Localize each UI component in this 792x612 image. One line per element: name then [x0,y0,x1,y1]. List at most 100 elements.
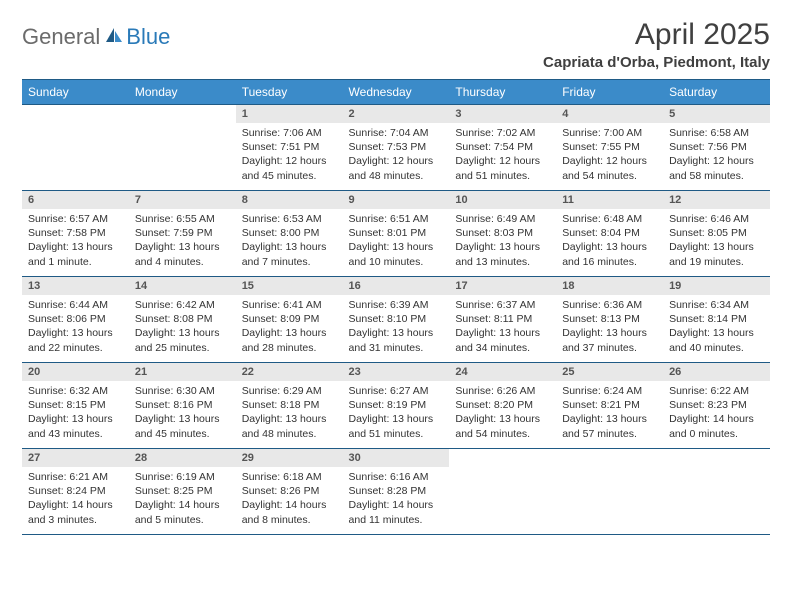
logo-text-blue: Blue [126,24,170,50]
day-info: Sunrise: 6:55 AMSunset: 7:59 PMDaylight:… [129,209,236,275]
day-number: 11 [556,191,663,209]
day-cell: 25Sunrise: 6:24 AMSunset: 8:21 PMDayligh… [556,363,663,449]
day-cell: 11Sunrise: 6:48 AMSunset: 8:04 PMDayligh… [556,191,663,277]
day-info: Sunrise: 7:04 AMSunset: 7:53 PMDaylight:… [343,123,450,189]
day-cell: 13Sunrise: 6:44 AMSunset: 8:06 PMDayligh… [22,277,129,363]
day-number: 28 [129,449,236,467]
day-cell: 27Sunrise: 6:21 AMSunset: 8:24 PMDayligh… [22,449,129,535]
day-info: Sunrise: 6:27 AMSunset: 8:19 PMDaylight:… [343,381,450,447]
day-info: Sunrise: 6:58 AMSunset: 7:56 PMDaylight:… [663,123,770,189]
calendar-row: 1Sunrise: 7:06 AMSunset: 7:51 PMDaylight… [22,105,770,191]
day-info: Sunrise: 6:29 AMSunset: 8:18 PMDaylight:… [236,381,343,447]
day-cell: 9Sunrise: 6:51 AMSunset: 8:01 PMDaylight… [343,191,450,277]
day-cell: 17Sunrise: 6:37 AMSunset: 8:11 PMDayligh… [449,277,556,363]
day-cell: 16Sunrise: 6:39 AMSunset: 8:10 PMDayligh… [343,277,450,363]
weekday-header: Wednesday [343,80,450,105]
day-number: 13 [22,277,129,295]
weekday-header-row: SundayMondayTuesdayWednesdayThursdayFrid… [22,80,770,105]
day-number: 1 [236,105,343,123]
day-info: Sunrise: 6:22 AMSunset: 8:23 PMDaylight:… [663,381,770,447]
day-info: Sunrise: 6:44 AMSunset: 8:06 PMDaylight:… [22,295,129,361]
day-number: 3 [449,105,556,123]
day-info: Sunrise: 7:06 AMSunset: 7:51 PMDaylight:… [236,123,343,189]
day-cell: 19Sunrise: 6:34 AMSunset: 8:14 PMDayligh… [663,277,770,363]
header: General Blue April 2025 Capriata d'Orba,… [22,18,770,71]
empty-cell [663,449,770,535]
day-cell: 2Sunrise: 7:04 AMSunset: 7:53 PMDaylight… [343,105,450,191]
weekday-header: Monday [129,80,236,105]
day-cell: 4Sunrise: 7:00 AMSunset: 7:55 PMDaylight… [556,105,663,191]
day-number: 12 [663,191,770,209]
day-number: 21 [129,363,236,381]
title-block: April 2025 Capriata d'Orba, Piedmont, It… [543,18,770,71]
day-cell: 5Sunrise: 6:58 AMSunset: 7:56 PMDaylight… [663,105,770,191]
day-number: 19 [663,277,770,295]
day-info: Sunrise: 6:42 AMSunset: 8:08 PMDaylight:… [129,295,236,361]
day-number: 20 [22,363,129,381]
day-info: Sunrise: 6:51 AMSunset: 8:01 PMDaylight:… [343,209,450,275]
day-cell: 8Sunrise: 6:53 AMSunset: 8:00 PMDaylight… [236,191,343,277]
day-cell: 20Sunrise: 6:32 AMSunset: 8:15 PMDayligh… [22,363,129,449]
day-number: 9 [343,191,450,209]
day-info: Sunrise: 6:21 AMSunset: 8:24 PMDaylight:… [22,467,129,533]
day-info: Sunrise: 7:00 AMSunset: 7:55 PMDaylight:… [556,123,663,189]
weekday-header: Tuesday [236,80,343,105]
weekday-header: Sunday [22,80,129,105]
day-info: Sunrise: 6:19 AMSunset: 8:25 PMDaylight:… [129,467,236,533]
day-info: Sunrise: 6:46 AMSunset: 8:05 PMDaylight:… [663,209,770,275]
day-info: Sunrise: 6:53 AMSunset: 8:00 PMDaylight:… [236,209,343,275]
day-number: 23 [343,363,450,381]
day-number: 18 [556,277,663,295]
day-number: 2 [343,105,450,123]
weekday-header: Friday [556,80,663,105]
day-info: Sunrise: 6:24 AMSunset: 8:21 PMDaylight:… [556,381,663,447]
day-cell: 22Sunrise: 6:29 AMSunset: 8:18 PMDayligh… [236,363,343,449]
day-cell: 26Sunrise: 6:22 AMSunset: 8:23 PMDayligh… [663,363,770,449]
day-cell: 24Sunrise: 6:26 AMSunset: 8:20 PMDayligh… [449,363,556,449]
calendar-row: 27Sunrise: 6:21 AMSunset: 8:24 PMDayligh… [22,449,770,535]
day-cell: 3Sunrise: 7:02 AMSunset: 7:54 PMDaylight… [449,105,556,191]
logo-sail-icon [104,26,124,49]
day-number: 14 [129,277,236,295]
day-info: Sunrise: 6:41 AMSunset: 8:09 PMDaylight:… [236,295,343,361]
day-info: Sunrise: 6:18 AMSunset: 8:26 PMDaylight:… [236,467,343,533]
day-cell: 18Sunrise: 6:36 AMSunset: 8:13 PMDayligh… [556,277,663,363]
empty-cell [22,105,129,191]
day-cell: 23Sunrise: 6:27 AMSunset: 8:19 PMDayligh… [343,363,450,449]
day-number: 17 [449,277,556,295]
day-cell: 7Sunrise: 6:55 AMSunset: 7:59 PMDaylight… [129,191,236,277]
calendar-body: 1Sunrise: 7:06 AMSunset: 7:51 PMDaylight… [22,105,770,535]
day-cell: 21Sunrise: 6:30 AMSunset: 8:16 PMDayligh… [129,363,236,449]
day-number: 15 [236,277,343,295]
day-number: 16 [343,277,450,295]
day-number: 29 [236,449,343,467]
day-cell: 12Sunrise: 6:46 AMSunset: 8:05 PMDayligh… [663,191,770,277]
day-number: 24 [449,363,556,381]
location: Capriata d'Orba, Piedmont, Italy [543,54,770,71]
day-info: Sunrise: 6:32 AMSunset: 8:15 PMDaylight:… [22,381,129,447]
day-cell: 28Sunrise: 6:19 AMSunset: 8:25 PMDayligh… [129,449,236,535]
day-number: 26 [663,363,770,381]
day-number: 30 [343,449,450,467]
empty-cell [449,449,556,535]
day-cell: 6Sunrise: 6:57 AMSunset: 7:58 PMDaylight… [22,191,129,277]
day-info: Sunrise: 6:57 AMSunset: 7:58 PMDaylight:… [22,209,129,275]
day-info: Sunrise: 6:16 AMSunset: 8:28 PMDaylight:… [343,467,450,533]
day-info: Sunrise: 6:34 AMSunset: 8:14 PMDaylight:… [663,295,770,361]
calendar-table: SundayMondayTuesdayWednesdayThursdayFrid… [22,79,770,535]
day-cell: 10Sunrise: 6:49 AMSunset: 8:03 PMDayligh… [449,191,556,277]
day-info: Sunrise: 6:37 AMSunset: 8:11 PMDaylight:… [449,295,556,361]
day-info: Sunrise: 6:48 AMSunset: 8:04 PMDaylight:… [556,209,663,275]
day-number: 10 [449,191,556,209]
calendar-row: 13Sunrise: 6:44 AMSunset: 8:06 PMDayligh… [22,277,770,363]
day-info: Sunrise: 6:26 AMSunset: 8:20 PMDaylight:… [449,381,556,447]
day-number: 5 [663,105,770,123]
day-number: 27 [22,449,129,467]
weekday-header: Thursday [449,80,556,105]
day-info: Sunrise: 7:02 AMSunset: 7:54 PMDaylight:… [449,123,556,189]
month-title: April 2025 [543,18,770,52]
day-info: Sunrise: 6:39 AMSunset: 8:10 PMDaylight:… [343,295,450,361]
logo-text-general: General [22,24,100,50]
day-info: Sunrise: 6:36 AMSunset: 8:13 PMDaylight:… [556,295,663,361]
day-cell: 29Sunrise: 6:18 AMSunset: 8:26 PMDayligh… [236,449,343,535]
